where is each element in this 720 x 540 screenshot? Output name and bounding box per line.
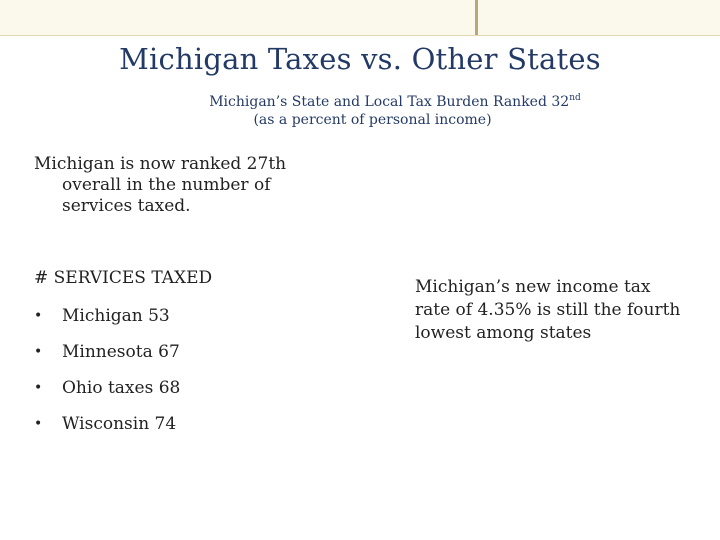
intro-line-3: services taxed. (62, 196, 191, 216)
intro-line-2: overall in the number of (62, 175, 271, 195)
subtitle-line-2: (as a percent of personal income) (253, 112, 492, 128)
top-band-left (0, 0, 475, 35)
list-item-label: Michigan 53 (62, 306, 170, 326)
note-line-3: lowest among states (415, 323, 592, 343)
top-band-bottom-line (0, 35, 720, 36)
list-item-label: Ohio taxes 68 (62, 378, 181, 398)
top-band-divider (475, 0, 478, 35)
list-item: • Minnesota 67 (34, 342, 180, 378)
services-heading: # SERVICES TAXED (34, 268, 213, 288)
list-item: • Ohio taxes 68 (34, 378, 180, 414)
bullet-icon: • (34, 308, 43, 324)
intro-line-1: Michigan is now ranked 27th (34, 154, 287, 174)
list-item: • Michigan 53 (34, 306, 180, 342)
income-tax-note: Michigan’s new income tax rate of 4.35% … (415, 276, 705, 345)
subtitle-ordinal-suffix: nd (569, 93, 581, 103)
top-decorative-band (0, 0, 720, 36)
slide-subtitle: Michigan’s State and Local Tax Burden Ra… (0, 93, 720, 129)
intro-paragraph: Michigan is now ranked 27th overall in t… (34, 154, 334, 217)
bullet-icon: • (34, 416, 43, 432)
top-band-right (478, 0, 720, 35)
list-item: • Wisconsin 74 (34, 414, 180, 450)
list-item-label: Minnesota 67 (62, 342, 180, 362)
list-item-label: Wisconsin 74 (62, 414, 177, 434)
note-line-1: Michigan’s new income tax (415, 277, 651, 297)
bullet-icon: • (34, 344, 43, 360)
subtitle-line-1-text: Michigan’s State and Local Tax Burden Ra… (209, 94, 570, 110)
subtitle-line-1: Michigan’s State and Local Tax Burden Ra… (0, 93, 720, 111)
services-list: • Michigan 53 • Minnesota 67 • Ohio taxes 6… (34, 306, 180, 450)
note-line-2: rate of 4.35% is still the fourth (415, 300, 681, 320)
slide-title: Michigan Taxes vs. Other States (119, 42, 601, 76)
bullet-icon: • (34, 380, 43, 396)
